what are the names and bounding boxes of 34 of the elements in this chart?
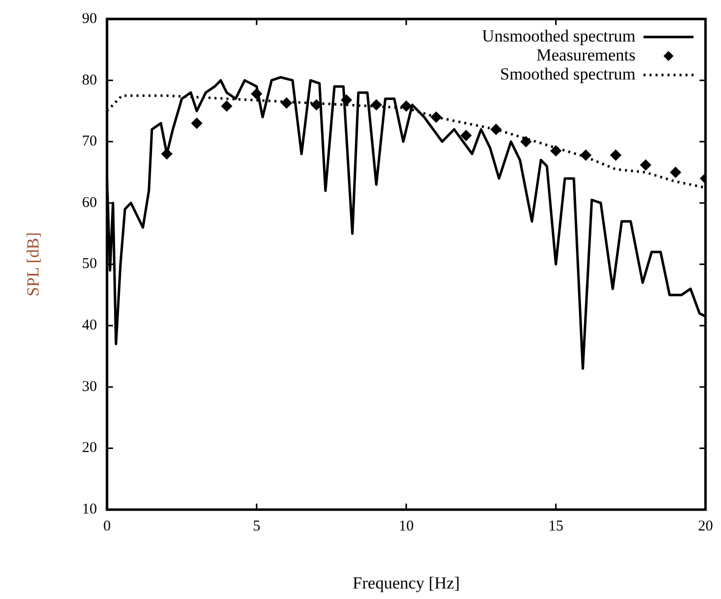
point bbox=[580, 150, 592, 161]
point bbox=[490, 124, 502, 135]
y-tick-label: 80 bbox=[82, 72, 97, 88]
point bbox=[310, 99, 322, 110]
y-tick-label: 50 bbox=[82, 256, 97, 272]
point bbox=[281, 98, 292, 109]
point bbox=[430, 112, 442, 123]
x-tick-label: 20 bbox=[698, 518, 713, 535]
point bbox=[460, 130, 472, 142]
legend-label: Smoothed spectrum bbox=[500, 64, 636, 84]
point bbox=[520, 136, 532, 148]
y-tick-label: 40 bbox=[82, 318, 97, 334]
x-tick-label: 0 bbox=[103, 518, 111, 535]
point bbox=[670, 166, 682, 178]
y-tick-label: 60 bbox=[82, 194, 97, 211]
y-tick-label: 30 bbox=[82, 378, 97, 395]
y-tick-label: 20 bbox=[82, 440, 97, 456]
y-tick-label: 10 bbox=[82, 502, 97, 518]
legend-label: Measurements bbox=[536, 45, 636, 64]
legend-label: Unsmoothed spectrum bbox=[482, 26, 636, 46]
y-axis-title: SPL [dB] bbox=[24, 232, 43, 296]
point bbox=[610, 150, 622, 161]
point bbox=[400, 100, 412, 112]
y-tick-label: 70 bbox=[82, 134, 97, 150]
point bbox=[370, 99, 382, 110]
x-tick-label: 5 bbox=[252, 518, 260, 535]
y-tick-label: 90 bbox=[82, 10, 97, 27]
x-tick-label: 10 bbox=[398, 518, 414, 535]
point bbox=[550, 145, 562, 156]
point bbox=[640, 159, 652, 170]
point bbox=[221, 100, 232, 112]
x-tick-label: 15 bbox=[548, 518, 564, 535]
point bbox=[191, 118, 202, 129]
x-axis-title: Frequency [Hz] bbox=[352, 573, 460, 592]
